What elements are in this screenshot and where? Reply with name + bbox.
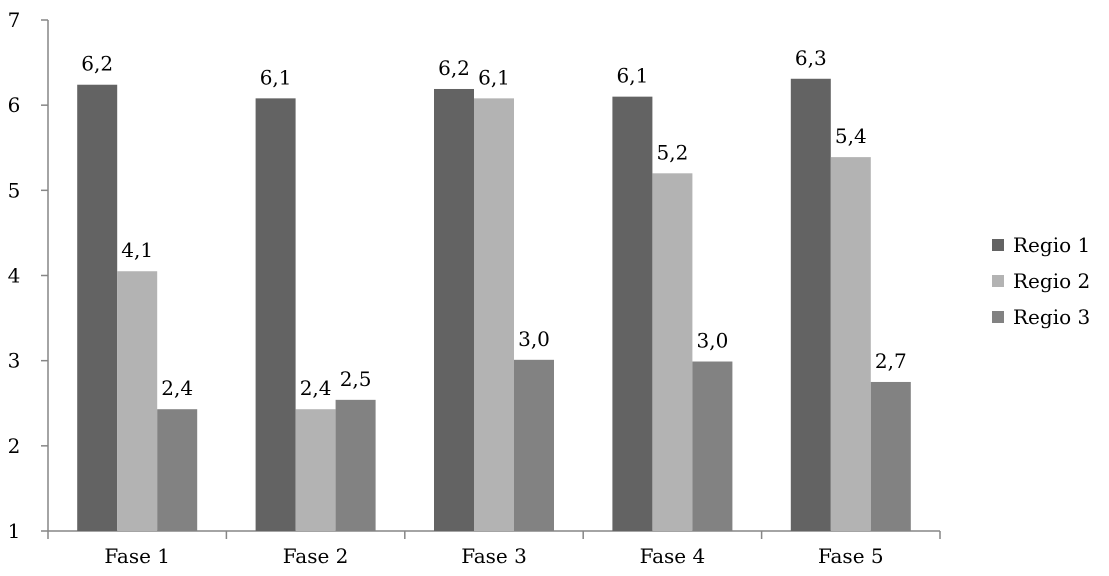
data-label: 6,3 bbox=[795, 46, 827, 70]
legend-label: Regio 2 bbox=[1013, 269, 1090, 293]
bar bbox=[434, 88, 474, 532]
data-label: 2,4 bbox=[300, 376, 332, 400]
y-tick-label: 4 bbox=[8, 264, 21, 288]
data-label: 2,7 bbox=[875, 349, 907, 373]
bar bbox=[514, 359, 554, 531]
x-tick-label: Fase 4 bbox=[640, 544, 706, 568]
legend: Regio 1 Regio 2 Regio 3 bbox=[992, 233, 1090, 329]
bar bbox=[652, 173, 693, 532]
bar bbox=[77, 84, 118, 531]
bar bbox=[474, 98, 514, 531]
data-label: 2,4 bbox=[161, 376, 193, 400]
legend-swatch bbox=[992, 275, 1004, 287]
axes: 1 2 3 4 5 6 7 Fase 1 Fase 2 Fase 3 Fase 4 Fase 5 bbox=[8, 8, 941, 568]
data-label: 3,0 bbox=[696, 329, 728, 353]
bar bbox=[830, 157, 871, 531]
x-tick-label: Fase 1 bbox=[104, 544, 170, 568]
bar bbox=[790, 78, 831, 531]
data-label: 6,2 bbox=[81, 52, 113, 76]
bar bbox=[870, 381, 911, 531]
y-tick-label: 3 bbox=[8, 349, 21, 373]
data-label: 3,0 bbox=[518, 327, 550, 351]
data-label: 6,1 bbox=[616, 64, 648, 88]
y-tick-label: 2 bbox=[8, 434, 21, 458]
legend-swatch bbox=[992, 239, 1004, 251]
data-label: 6,1 bbox=[260, 65, 292, 89]
bar bbox=[335, 399, 376, 531]
legend-swatch bbox=[992, 311, 1004, 323]
y-tick-label: 1 bbox=[8, 519, 21, 543]
data-label: 5,4 bbox=[835, 124, 867, 148]
bar bbox=[692, 361, 733, 531]
bars bbox=[77, 78, 911, 532]
x-tick-label: Fase 3 bbox=[461, 544, 527, 568]
x-tick-label: Fase 2 bbox=[283, 544, 349, 568]
legend-label: Regio 3 bbox=[1013, 305, 1090, 329]
bar bbox=[117, 271, 158, 531]
x-tick-label: Fase 5 bbox=[818, 544, 884, 568]
legend-label: Regio 1 bbox=[1013, 233, 1090, 257]
data-label: 5,2 bbox=[656, 140, 688, 164]
y-tick-label: 7 bbox=[8, 8, 21, 32]
y-tick-label: 5 bbox=[8, 178, 21, 202]
data-label: 4,1 bbox=[121, 238, 153, 262]
y-tick-label: 6 bbox=[8, 93, 21, 117]
data-label: 6,2 bbox=[438, 56, 470, 80]
bar bbox=[295, 409, 336, 531]
bar bbox=[157, 409, 198, 531]
bar bbox=[255, 98, 296, 531]
bar bbox=[612, 96, 653, 532]
data-label: 2,5 bbox=[340, 367, 372, 391]
data-label: 6,1 bbox=[478, 65, 510, 89]
data-labels: 6,2 6,1 6,2 6,1 6,3 4,1 2,4 6,1 5,2 5,4 2,4 2,5 3,0 3… bbox=[81, 46, 906, 400]
